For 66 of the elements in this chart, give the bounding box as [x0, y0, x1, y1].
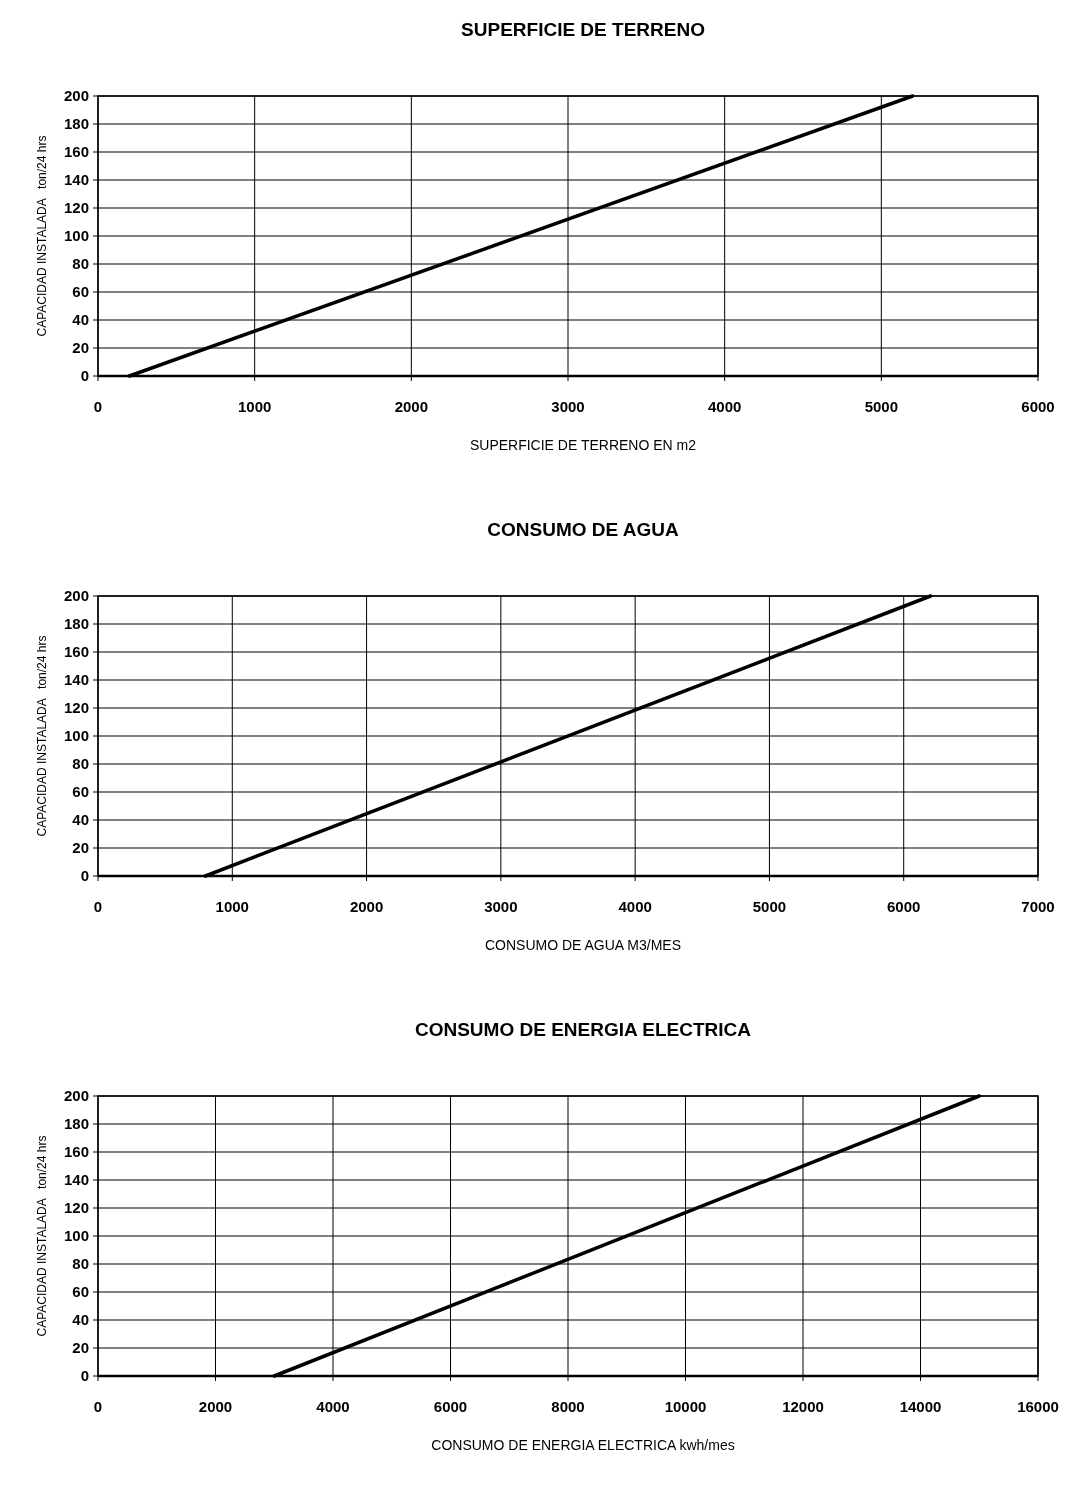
x-tick-label: 4000: [618, 898, 652, 915]
y-tick-label: 0: [80, 367, 89, 384]
x-tick-label: 14000: [899, 1398, 942, 1415]
y-tick-label: 160: [63, 643, 89, 660]
y-axis-title: CAPACIDAD INSTALADA ton/24 hrs: [35, 135, 49, 337]
y-tick-label: 140: [63, 1171, 89, 1188]
y-tick-label: 100: [63, 727, 89, 744]
x-tick-label: 1000: [237, 398, 272, 415]
y-axis-title: CAPACIDAD INSTALADA ton/24 hrs: [35, 1135, 49, 1337]
y-tick-label: 200: [63, 87, 89, 104]
x-tick-label: 6000: [1021, 398, 1055, 415]
x-axis-title: SUPERFICIE DE TERRENO EN m2: [469, 437, 697, 453]
y-axis-title: CAPACIDAD INSTALADA ton/24 hrs: [35, 635, 49, 837]
chart-title: SUPERFICIE DE TERRENO: [461, 19, 705, 40]
x-axis-title: CONSUMO DE AGUA M3/MES: [484, 937, 682, 953]
y-tick-label: 60: [72, 1283, 89, 1300]
y-tick-label: 180: [63, 615, 89, 632]
x-tick-label: 2000: [349, 898, 384, 915]
y-tick-label: 80: [72, 755, 89, 772]
y-tick-label: 100: [63, 227, 89, 244]
x-tick-label: 3000: [551, 398, 585, 415]
x-tick-label: 10000: [664, 1398, 707, 1415]
x-tick-label: 5000: [752, 898, 787, 915]
y-tick-label: 20: [72, 839, 89, 856]
y-tick-label: 40: [72, 1311, 89, 1328]
y-tick-label: 0: [80, 1367, 89, 1384]
x-tick-label: 1000: [215, 898, 249, 915]
x-tick-label: 12000: [782, 1398, 824, 1415]
chart-title: CONSUMO DE ENERGIA ELECTRICA: [414, 1019, 752, 1040]
x-tick-label: 4000: [316, 1398, 350, 1415]
x-tick-label: 5000: [864, 398, 899, 415]
y-tick-label: 40: [72, 811, 89, 828]
x-tick-label: 6000: [433, 1398, 468, 1415]
y-tick-label: 120: [63, 199, 89, 216]
y-tick-label: 40: [72, 311, 89, 328]
x-tick-label: 0: [93, 398, 103, 415]
x-tick-label: 0: [93, 1398, 103, 1415]
y-tick-label: 100: [63, 1227, 89, 1244]
x-tick-label: 7000: [1021, 898, 1055, 915]
x-tick-label: 0: [93, 898, 103, 915]
y-tick-label: 120: [63, 1199, 89, 1216]
x-tick-label: 4000: [707, 398, 742, 415]
y-tick-label: 0: [80, 867, 89, 884]
x-tick-label: 2000: [198, 1398, 233, 1415]
y-tick-label: 20: [72, 1339, 89, 1356]
y-tick-label: 200: [63, 587, 89, 604]
y-tick-label: 60: [72, 783, 89, 800]
y-tick-label: 20: [72, 339, 89, 356]
chart-title: CONSUMO DE AGUA: [487, 519, 679, 540]
y-tick-label: 180: [63, 115, 89, 132]
x-tick-label: 2000: [394, 398, 429, 415]
y-tick-label: 120: [63, 699, 89, 716]
x-tick-label: 6000: [887, 898, 921, 915]
y-tick-label: 200: [63, 1087, 89, 1104]
y-tick-label: 160: [63, 1143, 89, 1160]
y-tick-label: 140: [63, 171, 89, 188]
y-tick-label: 80: [72, 255, 89, 272]
x-tick-label: 8000: [551, 1398, 585, 1415]
y-tick-label: 180: [63, 1115, 89, 1132]
x-tick-label: 3000: [484, 898, 518, 915]
y-tick-label: 60: [72, 283, 89, 300]
x-axis-title: CONSUMO DE ENERGIA ELECTRICA kwh/mes: [431, 1437, 735, 1453]
y-tick-label: 140: [63, 671, 89, 688]
y-tick-label: 80: [72, 1255, 89, 1272]
x-tick-label: 16000: [1017, 1398, 1059, 1415]
y-tick-label: 160: [63, 143, 89, 160]
